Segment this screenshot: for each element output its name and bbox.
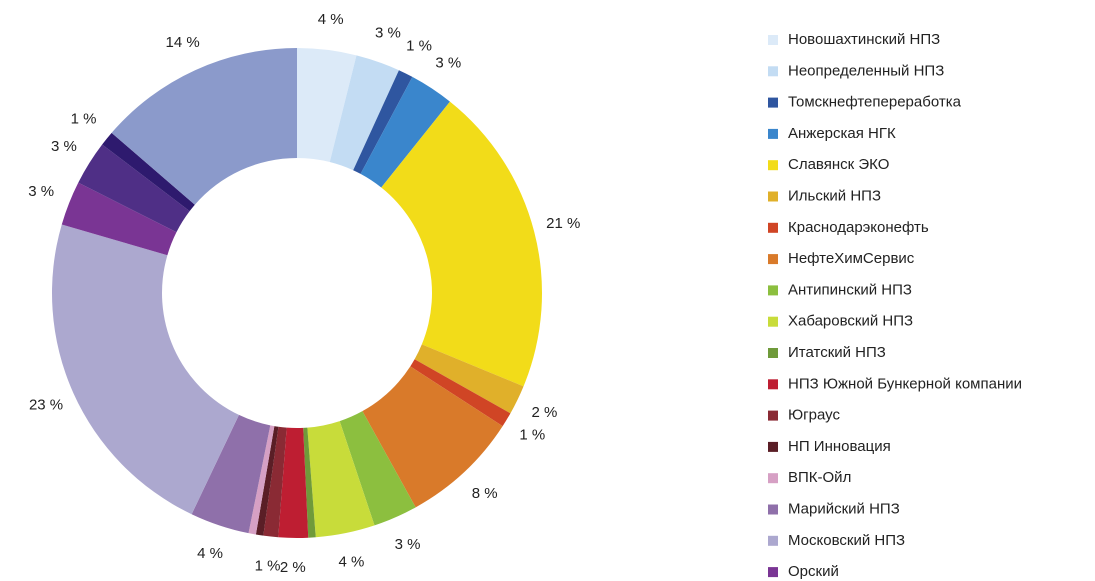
data-label: 3 % (435, 54, 461, 71)
slice (255, 426, 279, 536)
data-label: 2 % (280, 559, 306, 576)
legend-swatch (768, 348, 778, 358)
legend-swatch (768, 35, 778, 45)
legend-label: Ильский НПЗ (788, 187, 881, 204)
data-label: 4 % (197, 545, 223, 562)
slice (248, 425, 275, 535)
legend-swatch (768, 66, 778, 77)
legend-label: Томскнефтепереработка (788, 94, 962, 111)
legend-swatch (768, 535, 778, 546)
slice (414, 344, 524, 414)
legend-swatch (768, 160, 778, 171)
data-label: 14 % (165, 34, 199, 51)
legend-swatch (768, 410, 778, 421)
slice (51, 224, 239, 515)
slice (307, 421, 375, 538)
slice (263, 426, 287, 538)
legend-label: Юграус (788, 407, 840, 424)
data-label: 1 % (255, 557, 281, 574)
slice (360, 76, 450, 188)
legend-label: Славянск ЭКО (788, 156, 889, 173)
legend-swatch (768, 567, 778, 578)
data-label: 3 % (395, 536, 421, 553)
legend-label: Орский (788, 563, 839, 580)
slice (381, 101, 542, 387)
data-label: 21 % (546, 215, 580, 232)
legend-swatch (768, 222, 778, 233)
legend-label: Новошахтинский НПЗ (788, 31, 940, 48)
slice (191, 414, 271, 534)
legend-label: НП Инновация (788, 438, 891, 455)
data-label: 4 % (318, 11, 344, 28)
legend-swatch (768, 285, 778, 296)
slice (61, 182, 177, 256)
legend-label: Антипинский НПЗ (788, 281, 912, 298)
legend-swatch (768, 473, 778, 484)
slice (78, 144, 190, 233)
legend-swatch (768, 128, 778, 139)
legend-swatch (768, 441, 778, 452)
slice (111, 47, 297, 205)
slice (102, 132, 195, 212)
data-label: 23 % (29, 396, 63, 413)
data-label: 1 % (71, 111, 97, 128)
slice (410, 359, 511, 427)
legend-swatch (768, 191, 778, 202)
legend-label: Неопределенный НПЗ (788, 62, 944, 79)
data-label: 3 % (375, 24, 401, 41)
legend-label: НПЗ Южной Бункерной компании (788, 375, 1022, 392)
data-label: 4 % (338, 554, 364, 571)
slice (303, 427, 316, 538)
data-label: 3 % (28, 183, 54, 200)
legend-label: Московский НПЗ (788, 532, 905, 549)
data-label: 1 % (519, 426, 545, 443)
data-label: 3 % (51, 138, 77, 155)
data-label: 1 % (406, 38, 432, 55)
slice (362, 366, 503, 508)
legend-label: НефтеХимСервис (788, 250, 915, 267)
legend-swatch (768, 97, 778, 108)
slice (278, 427, 309, 538)
legend-label: ВПК-Ойл (788, 469, 851, 486)
legend-label: Хабаровский НПЗ (788, 313, 913, 330)
legend-label: Анжерская НГК (788, 125, 896, 142)
legend-swatch (768, 254, 778, 265)
legend-label: Итатский НПЗ (788, 344, 886, 361)
legend-label: Марийский НПЗ (788, 500, 900, 517)
legend-label: Краснодарэконефть (788, 219, 929, 236)
data-label: 2 % (531, 404, 557, 421)
legend-swatch (768, 379, 778, 390)
data-label: 8 % (472, 485, 498, 502)
slice (353, 70, 413, 174)
legend-swatch (768, 504, 778, 515)
slice (329, 55, 399, 171)
legend-swatch (768, 316, 778, 327)
slice (339, 411, 416, 526)
slice (297, 48, 357, 163)
